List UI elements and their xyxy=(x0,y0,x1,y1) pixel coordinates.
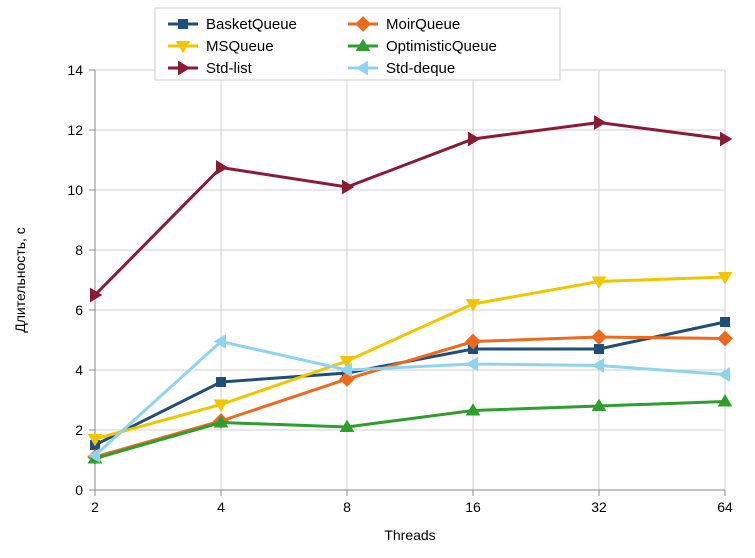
x-tick-label: 32 xyxy=(591,499,607,515)
legend: BasketQueue MoirQueue MSQueue OptimisticQue… xyxy=(155,8,560,80)
y-tick-label: 12 xyxy=(67,122,83,138)
y-tick-label: 8 xyxy=(75,242,83,258)
legend-label: MSQueue xyxy=(206,38,274,55)
x-tick-label: 64 xyxy=(717,499,733,515)
legend-label: Std-deque xyxy=(386,60,455,77)
y-tick-label: 14 xyxy=(67,62,83,78)
y-tick-label: 2 xyxy=(75,422,83,438)
y-tick-label: 10 xyxy=(67,182,83,198)
legend-label: MoirQueue xyxy=(386,16,460,33)
x-tick-label: 16 xyxy=(465,499,481,515)
legend-label: OptimisticQueue xyxy=(386,38,497,55)
x-tick-label: 2 xyxy=(91,499,99,515)
marker-square xyxy=(216,377,226,387)
line-chart: 02468101214248163264ThreadsДлительность,… xyxy=(0,0,755,558)
chart-svg: 02468101214248163264ThreadsДлительность,… xyxy=(0,0,755,558)
x-axis-label: Threads xyxy=(384,527,435,543)
x-tick-label: 4 xyxy=(217,499,225,515)
y-tick-label: 6 xyxy=(75,302,83,318)
y-axis-label: Длительность, с xyxy=(12,227,28,333)
marker-square xyxy=(594,344,604,354)
legend-label: BasketQueue xyxy=(206,16,297,33)
y-tick-label: 4 xyxy=(75,362,83,378)
marker-square xyxy=(178,19,188,29)
marker-square xyxy=(720,317,730,327)
legend-label: Std-list xyxy=(206,60,253,77)
x-tick-label: 8 xyxy=(343,499,351,515)
y-tick-label: 0 xyxy=(75,482,83,498)
